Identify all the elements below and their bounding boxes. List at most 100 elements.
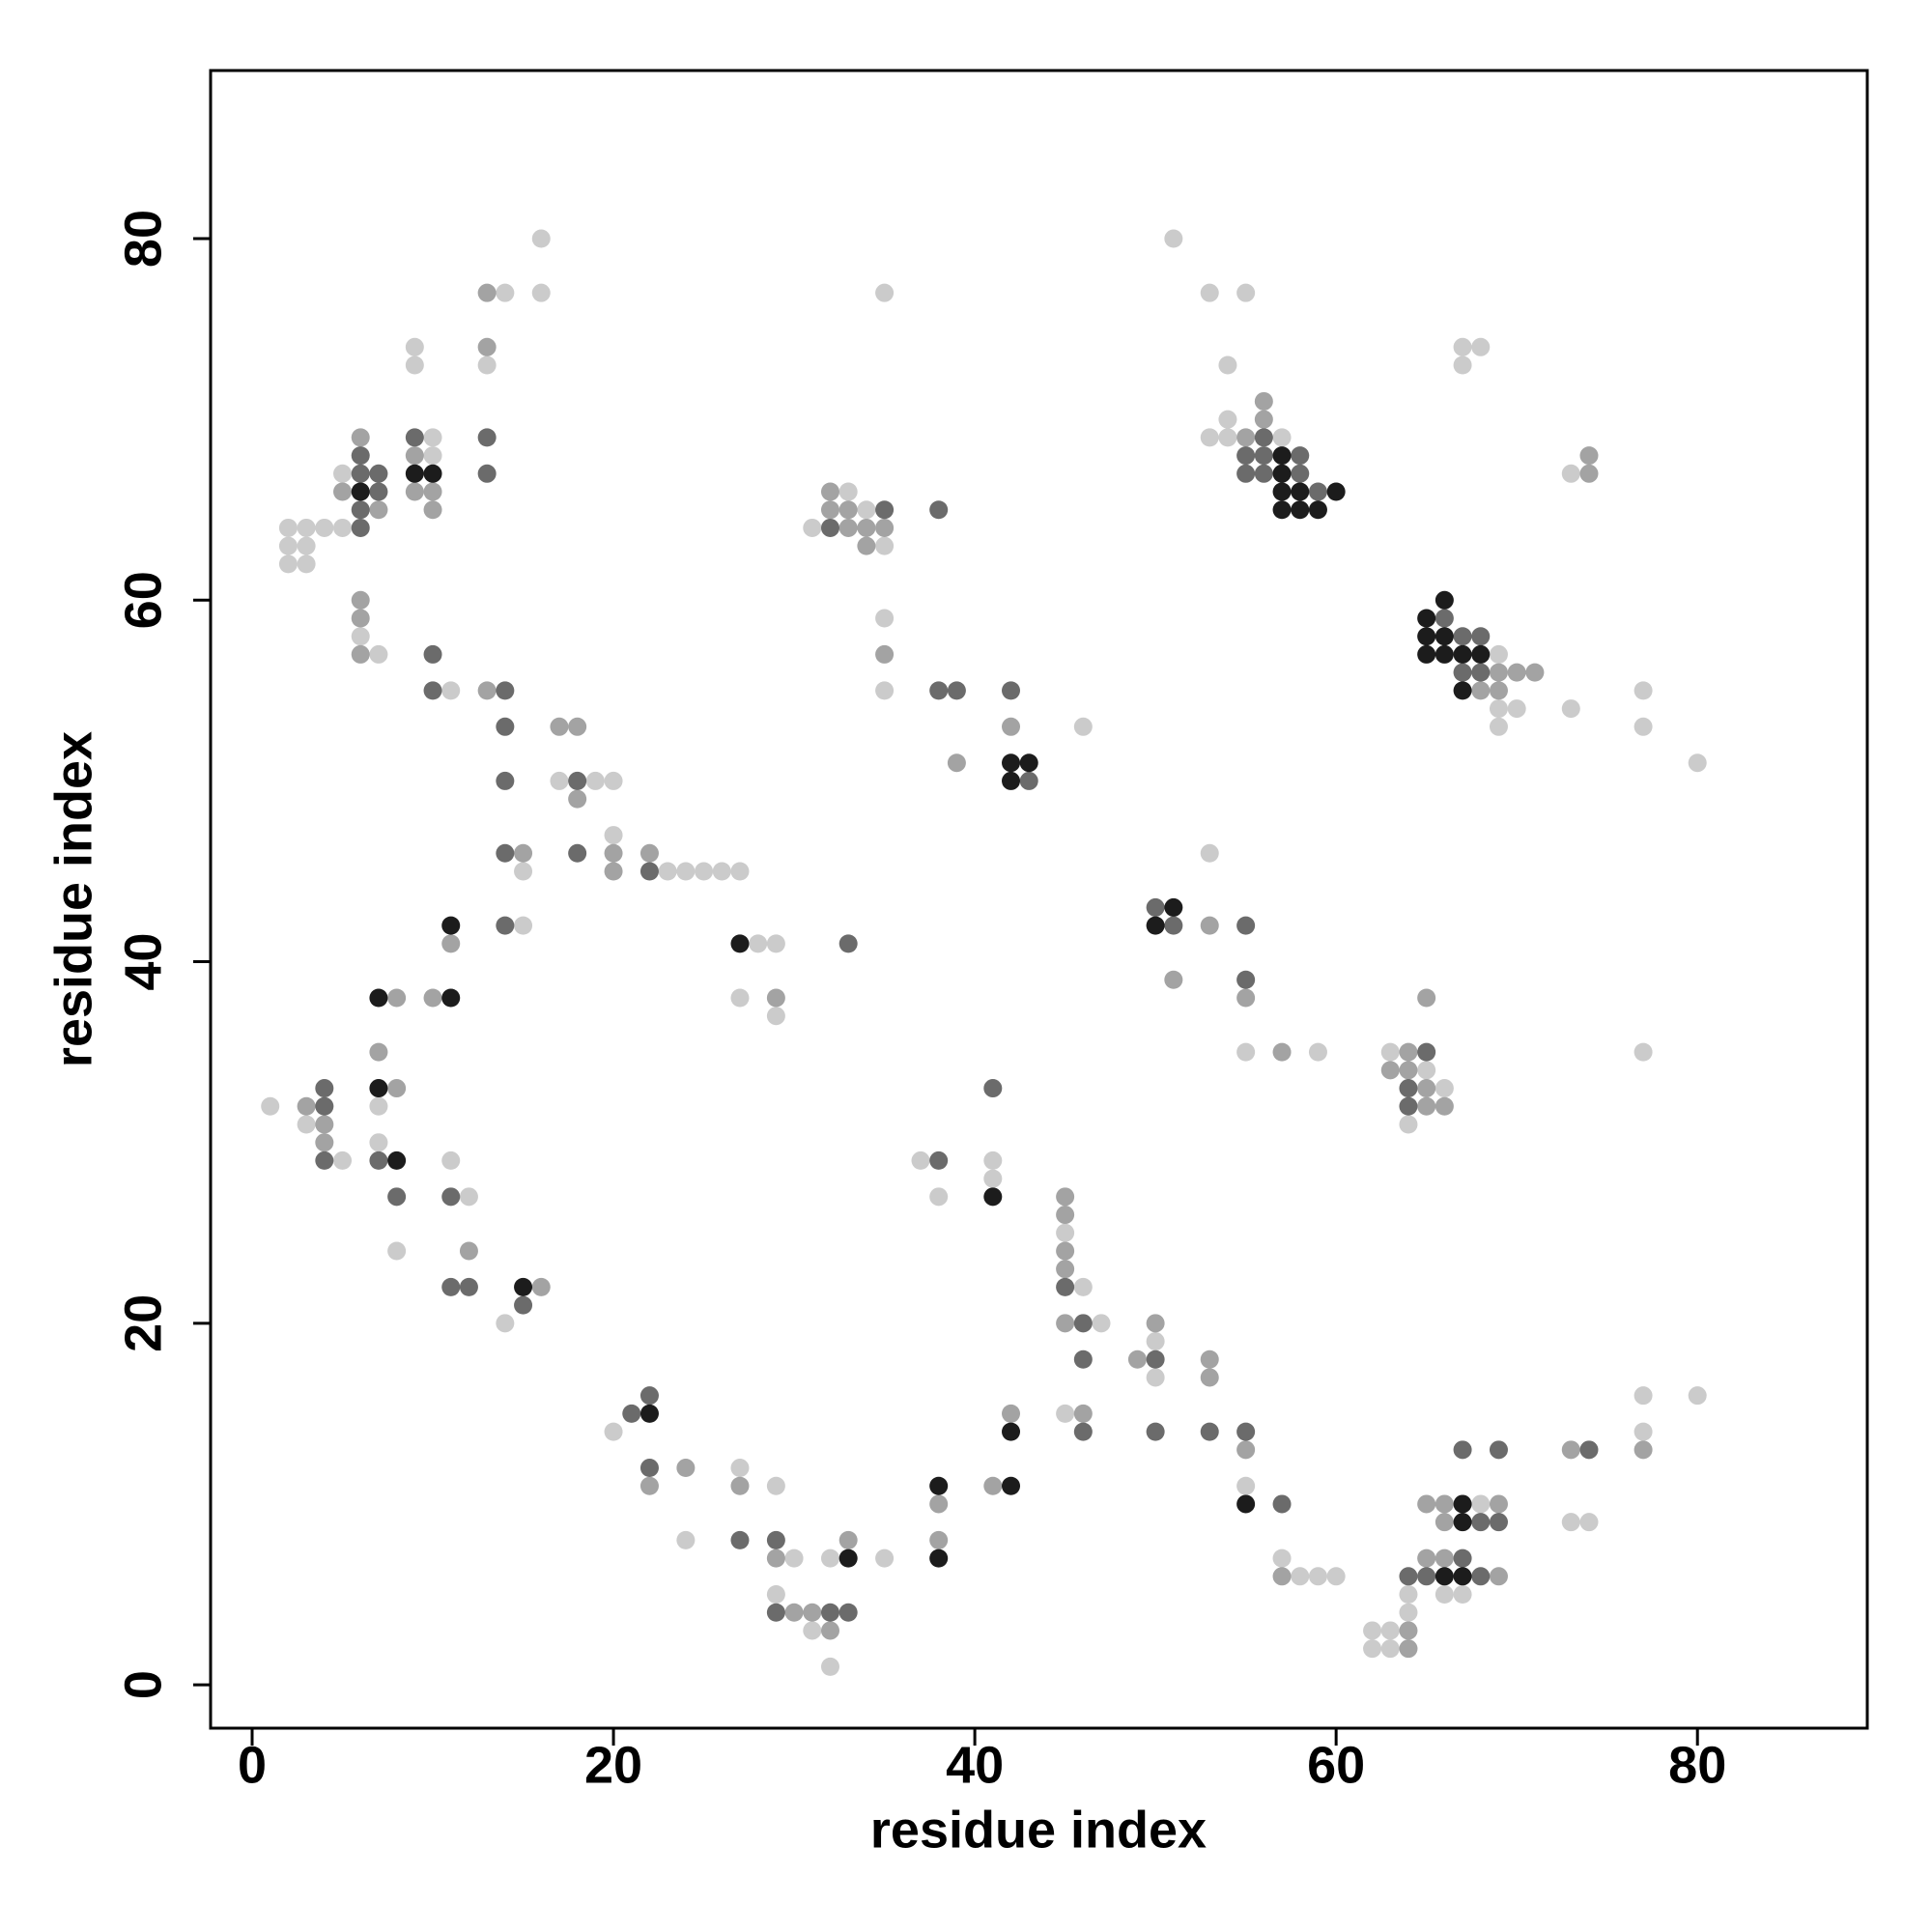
point [929, 1494, 949, 1514]
point [1399, 1585, 1418, 1605]
point [1417, 627, 1436, 646]
point [1164, 970, 1183, 989]
point [1200, 428, 1219, 447]
point [1489, 1567, 1508, 1586]
point [1471, 663, 1491, 682]
point [1417, 1079, 1436, 1098]
point [387, 1187, 407, 1207]
point [929, 681, 949, 700]
point [1688, 1386, 1707, 1406]
point [531, 229, 551, 248]
point [369, 1133, 388, 1152]
point [496, 1314, 515, 1333]
point [1561, 699, 1580, 719]
point [1164, 229, 1183, 248]
point [1272, 446, 1292, 466]
point [568, 843, 587, 863]
point [947, 681, 966, 700]
point [1073, 1404, 1093, 1423]
point [1399, 1096, 1418, 1116]
point [514, 1295, 533, 1315]
point [1471, 337, 1491, 356]
point [441, 681, 461, 700]
point [1146, 1368, 1165, 1387]
point [1236, 446, 1256, 466]
point [1453, 644, 1472, 664]
point [351, 627, 370, 646]
point [1489, 681, 1508, 700]
point [1435, 1079, 1454, 1098]
point [1272, 482, 1292, 501]
point [1073, 1314, 1093, 1333]
point [1236, 970, 1256, 989]
point [911, 1151, 930, 1170]
point [1236, 283, 1256, 302]
point [1453, 355, 1472, 375]
point [1218, 355, 1237, 375]
point [333, 1151, 353, 1170]
point [1002, 717, 1021, 736]
point [1308, 1042, 1327, 1062]
point [1272, 1042, 1292, 1062]
point [1399, 1061, 1418, 1080]
x-tick-label: 60 [1307, 1736, 1365, 1794]
point [983, 1476, 1003, 1495]
point [929, 500, 949, 520]
point [333, 518, 353, 537]
point [351, 464, 370, 483]
point [1471, 644, 1491, 664]
plot-frame [209, 69, 1869, 1730]
x-axis-label: residue index [870, 1801, 1207, 1859]
point [369, 1079, 388, 1098]
point [568, 717, 587, 736]
point [1200, 283, 1219, 302]
point [1634, 1042, 1653, 1062]
point [1453, 1494, 1472, 1514]
point [1236, 1494, 1256, 1514]
point [297, 1096, 316, 1116]
point [1002, 1476, 1021, 1495]
point [838, 482, 858, 501]
point [441, 1187, 461, 1207]
point [766, 988, 785, 1008]
point [1417, 988, 1436, 1008]
point [604, 843, 623, 863]
point [1200, 1350, 1219, 1369]
point [838, 1530, 858, 1549]
point [1254, 446, 1273, 466]
point [1380, 1621, 1400, 1640]
point [351, 428, 370, 447]
point [1002, 681, 1021, 700]
point [1291, 482, 1310, 501]
point [1380, 1042, 1400, 1062]
point [604, 1422, 623, 1441]
point [423, 644, 442, 664]
point [929, 1476, 949, 1495]
point [1291, 464, 1310, 483]
point [875, 518, 895, 537]
point [857, 500, 876, 520]
point [1634, 1386, 1653, 1406]
point [1417, 1567, 1436, 1586]
point [639, 1459, 659, 1478]
y-axis-label: residue index [44, 731, 102, 1067]
point [441, 916, 461, 935]
point [1634, 717, 1653, 736]
point [1254, 410, 1273, 429]
point [1200, 916, 1219, 935]
point [1363, 1621, 1382, 1640]
point [1561, 1440, 1580, 1460]
point [315, 1151, 334, 1170]
point [730, 1476, 750, 1495]
point [278, 554, 298, 574]
x-tick-label: 0 [238, 1736, 267, 1794]
x-tick-label: 80 [1668, 1736, 1726, 1794]
point [477, 681, 497, 700]
point [1002, 1422, 1021, 1441]
point [838, 1603, 858, 1622]
point [315, 1096, 334, 1116]
point [1146, 916, 1165, 935]
point [1272, 1567, 1292, 1586]
point [1489, 1513, 1508, 1532]
point [1453, 663, 1472, 682]
